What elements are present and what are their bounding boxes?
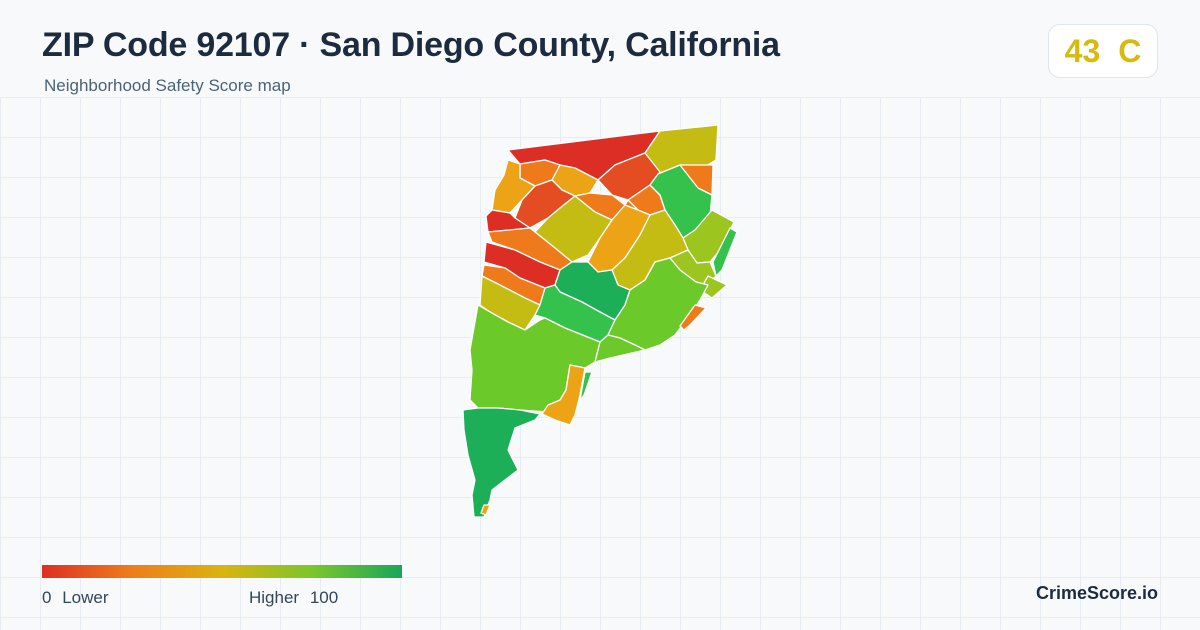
map-region <box>491 159 536 214</box>
page-title: ZIP Code 92107 · San Diego County, Calif… <box>42 26 780 64</box>
map-region <box>480 504 491 516</box>
legend-min: 0 Lower <box>42 588 109 608</box>
map-region <box>624 199 639 211</box>
map-region <box>579 371 593 401</box>
map-region <box>594 334 646 363</box>
page-subtitle: Neighborhood Safety Score map <box>44 76 291 95</box>
safety-score-map <box>462 124 738 518</box>
legend-gradient-bar <box>42 565 402 578</box>
map-region <box>679 304 707 331</box>
header-background <box>0 0 1200 97</box>
legend-min-label: Lower <box>62 588 109 607</box>
map-region <box>607 257 709 351</box>
map-region <box>712 227 738 277</box>
score-badge: 43 C <box>1048 24 1158 78</box>
score-value: 43 <box>1064 32 1101 69</box>
legend-max: Higher 100 <box>249 588 338 608</box>
legend-min-value: 0 <box>42 588 52 607</box>
map-region <box>462 407 541 518</box>
map-region <box>541 364 586 426</box>
score-grade: C <box>1118 32 1142 69</box>
legend-max-value: 100 <box>309 588 339 607</box>
brand-logo-text: CrimeScore.io <box>1035 583 1158 603</box>
legend-max-label: Higher <box>249 588 300 607</box>
